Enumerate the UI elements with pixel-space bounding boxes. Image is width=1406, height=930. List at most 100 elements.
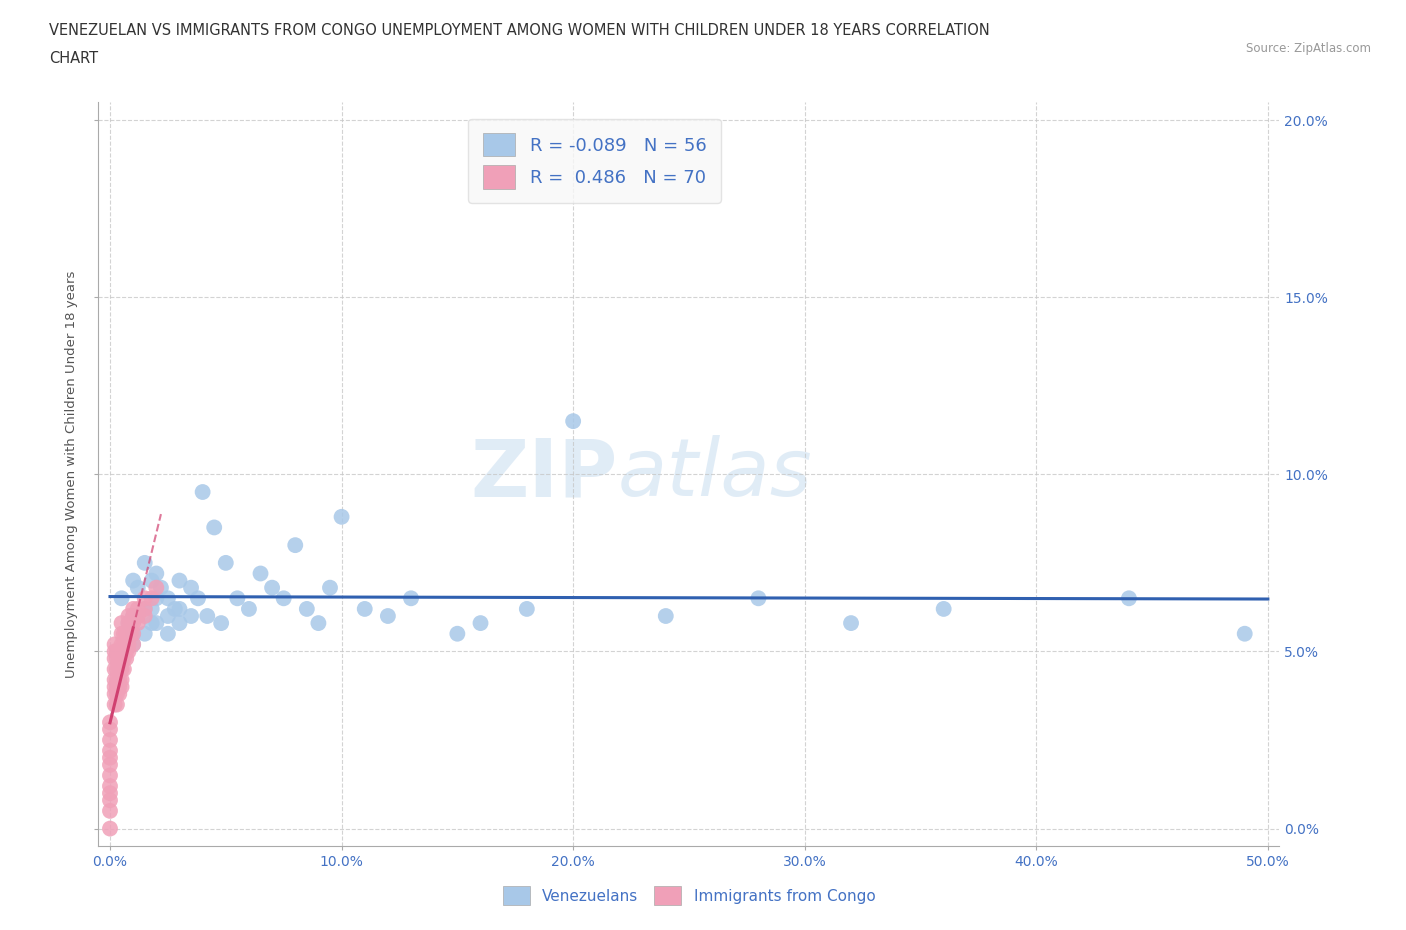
Point [195, 608, 218, 623]
Point [180, 580, 202, 595]
Point [156, 591, 179, 605]
Point [105, 686, 128, 701]
Point [115, 626, 138, 641]
Point [98, 792, 121, 807]
Point [122, 608, 145, 623]
Point [120, 616, 142, 631]
Point [122, 637, 145, 652]
Point [169, 602, 191, 617]
Point [399, 591, 422, 605]
Point [110, 644, 132, 658]
Point [134, 608, 156, 623]
Point [110, 591, 132, 605]
Point [470, 616, 492, 631]
Point [122, 637, 145, 652]
Point [108, 651, 131, 666]
Point [110, 651, 132, 666]
Point [122, 626, 145, 641]
Point [134, 555, 156, 570]
Point [377, 608, 399, 623]
Text: Source: ZipAtlas.com: Source: ZipAtlas.com [1246, 42, 1371, 55]
Point [330, 510, 353, 525]
Text: ZIP: ZIP [471, 435, 619, 513]
Point [134, 626, 156, 641]
Point [932, 602, 955, 617]
Point [156, 626, 179, 641]
Point [105, 680, 128, 695]
Point [117, 616, 139, 631]
Point [1118, 591, 1140, 605]
Point [145, 616, 167, 631]
Point [98, 733, 121, 748]
Point [110, 680, 132, 695]
Point [104, 651, 127, 666]
Point [117, 637, 139, 652]
Point [110, 672, 132, 687]
Point [117, 616, 139, 631]
Point [98, 751, 121, 765]
Point [127, 608, 149, 623]
Point [249, 566, 271, 581]
Point [108, 672, 131, 687]
Point [238, 602, 260, 617]
Point [117, 644, 139, 658]
Point [156, 608, 179, 623]
Point [169, 573, 191, 588]
Text: CHART: CHART [49, 51, 98, 66]
Point [108, 686, 131, 701]
Point [187, 591, 209, 605]
Point [1233, 626, 1256, 641]
Point [115, 644, 138, 658]
Point [117, 626, 139, 641]
Point [110, 616, 132, 631]
Point [319, 580, 342, 595]
Point [127, 580, 149, 595]
Point [122, 573, 145, 588]
Point [120, 626, 142, 641]
Point [209, 616, 232, 631]
Point [134, 591, 156, 605]
Point [98, 757, 121, 772]
Point [145, 580, 167, 595]
Point [122, 602, 145, 617]
Point [98, 743, 121, 758]
Point [104, 686, 127, 701]
Point [115, 651, 138, 666]
Point [98, 778, 121, 793]
Point [516, 602, 538, 617]
Point [98, 768, 121, 783]
Text: atlas: atlas [619, 435, 813, 513]
Point [98, 821, 121, 836]
Point [122, 626, 145, 641]
Point [295, 602, 318, 617]
Point [307, 616, 329, 631]
Y-axis label: Unemployment Among Women with Children Under 18 years: Unemployment Among Women with Children U… [65, 271, 79, 678]
Point [122, 616, 145, 631]
Point [115, 637, 138, 652]
Point [104, 637, 127, 652]
Point [110, 637, 132, 652]
Point [134, 602, 156, 617]
Point [180, 608, 202, 623]
Point [141, 602, 163, 617]
Point [839, 616, 862, 631]
Point [202, 520, 225, 535]
Point [98, 722, 121, 737]
Point [112, 637, 135, 652]
Point [105, 698, 128, 712]
Point [112, 651, 135, 666]
Point [110, 662, 132, 677]
Point [262, 580, 284, 595]
Point [105, 662, 128, 677]
Point [104, 644, 127, 658]
Point [98, 804, 121, 818]
Point [215, 555, 238, 570]
Point [141, 573, 163, 588]
Point [104, 680, 127, 695]
Legend: Venezuelans, Immigrants from Congo: Venezuelans, Immigrants from Congo [495, 878, 883, 913]
Point [108, 644, 131, 658]
Point [108, 680, 131, 695]
Point [562, 414, 585, 429]
Point [163, 602, 186, 617]
Point [122, 608, 145, 623]
